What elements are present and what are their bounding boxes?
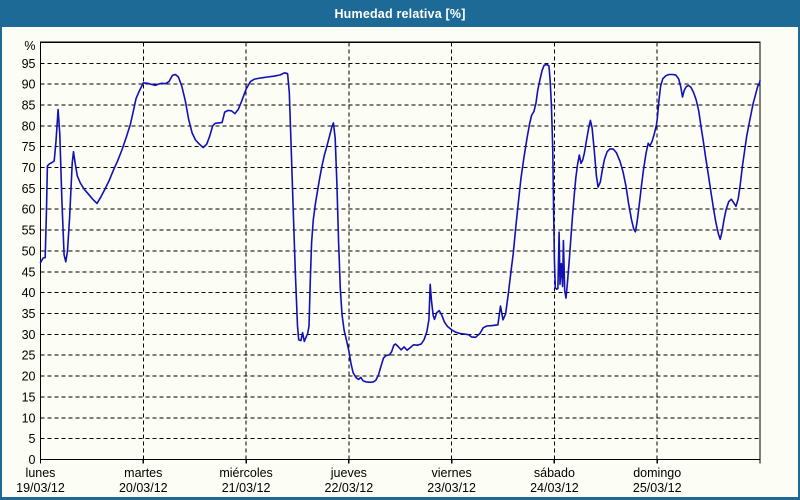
y-tick-label: 5 — [29, 432, 36, 446]
y-tick-label: 0 — [29, 453, 36, 467]
y-tick-label: 80 — [22, 119, 36, 133]
day-name-label: lunes — [26, 466, 56, 480]
y-tick-label: 75 — [22, 140, 36, 154]
y-unit-label: % — [24, 39, 35, 53]
title-bar: Humedad relativa [%] — [0, 0, 800, 27]
day-date-label: 20/03/12 — [119, 481, 168, 495]
day-date-label: 21/03/12 — [222, 481, 271, 495]
plot-border — [39, 41, 761, 461]
y-tick-label: 65 — [22, 182, 36, 196]
day-name-label: jueves — [330, 466, 367, 480]
y-tick-label: 70 — [22, 161, 36, 175]
y-tick-label: 10 — [22, 411, 36, 425]
day-date-label: 25/03/12 — [633, 481, 682, 495]
y-tick-label: 20 — [22, 370, 36, 384]
y-tick-label: 60 — [22, 203, 36, 217]
y-tick-label: 40 — [22, 286, 36, 300]
y-tick-label: 55 — [22, 224, 36, 238]
day-name-label: domingo — [633, 466, 681, 480]
y-tick-label: 90 — [22, 78, 36, 92]
day-name-label: viernes — [431, 466, 471, 480]
day-name-label: miércoles — [219, 466, 273, 480]
x-axis-ticks — [39, 459, 761, 464]
day-date-label: 22/03/12 — [325, 481, 374, 495]
y-tick-label: 15 — [22, 390, 36, 404]
y-tick-label: 95 — [22, 57, 36, 71]
y-tick-label: 25 — [22, 349, 36, 363]
window-title: Humedad relativa [%] — [334, 6, 466, 21]
humidity-line — [39, 63, 761, 384]
day-date-label: 19/03/12 — [16, 481, 65, 495]
y-tick-label: 30 — [22, 328, 36, 342]
horizontal-gridlines — [40, 62, 760, 440]
day-name-label: sábado — [534, 466, 575, 480]
y-tick-label: 85 — [22, 98, 36, 112]
y-tick-label: 45 — [22, 265, 36, 279]
day-date-label: 23/03/12 — [427, 481, 476, 495]
day-date-label: 24/03/12 — [530, 481, 579, 495]
y-tick-label: 50 — [22, 244, 36, 258]
y-axis-labels: 0 5 10 15 20 25 30 35 40 45 50 55 60 65 70 75 80 85 90 95% — [22, 39, 36, 467]
day-name-label: martes — [124, 466, 162, 480]
y-tick-label: 35 — [22, 307, 36, 321]
